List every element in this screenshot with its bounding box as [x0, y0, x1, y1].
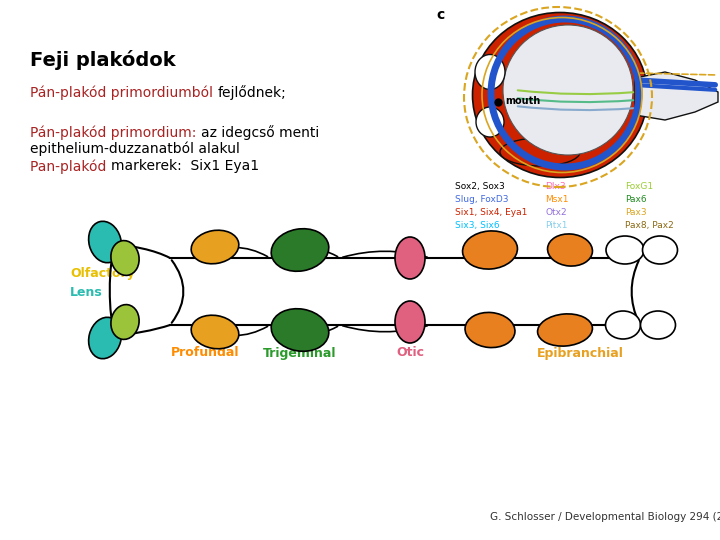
Ellipse shape [503, 25, 633, 155]
Text: Six1, Six4, Eya1: Six1, Six4, Eya1 [455, 208, 527, 217]
Text: c: c [436, 8, 444, 22]
Ellipse shape [89, 318, 122, 359]
Ellipse shape [111, 305, 139, 340]
Text: Pax3: Pax3 [625, 208, 647, 217]
Text: Slug, FoxD3: Slug, FoxD3 [455, 195, 508, 204]
Ellipse shape [472, 12, 647, 178]
Ellipse shape [500, 138, 580, 166]
Ellipse shape [606, 236, 644, 264]
Ellipse shape [465, 313, 515, 348]
Text: Pitx1: Pitx1 [545, 221, 567, 230]
Ellipse shape [642, 236, 678, 264]
Ellipse shape [395, 301, 425, 343]
Text: Trigeminal: Trigeminal [264, 347, 337, 360]
Ellipse shape [547, 234, 593, 266]
Ellipse shape [89, 221, 122, 262]
Text: G. Schlosser / Developmental Biology 294 (2006) 303–351: G. Schlosser / Developmental Biology 294… [490, 512, 720, 522]
Text: Olfactory: Olfactory [70, 267, 135, 280]
Text: Pán-plakód primordiumból: Pán-plakód primordiumból [30, 85, 217, 99]
Text: az idegcső menti: az idegcső menti [201, 125, 319, 140]
Text: epithelium-duzzanatból alakul: epithelium-duzzanatból alakul [30, 142, 240, 157]
Text: FoxG1: FoxG1 [625, 182, 653, 191]
Text: Profundal: Profundal [171, 347, 239, 360]
Text: Otic: Otic [396, 347, 424, 360]
Ellipse shape [476, 107, 504, 137]
Ellipse shape [538, 314, 593, 346]
Text: Sox2, Sox3: Sox2, Sox3 [455, 182, 505, 191]
Text: markerek:  Six1 Eya1: markerek: Six1 Eya1 [111, 159, 259, 173]
Ellipse shape [462, 231, 518, 269]
Ellipse shape [395, 237, 425, 279]
Text: Msx1: Msx1 [545, 195, 569, 204]
Ellipse shape [192, 230, 239, 264]
Text: fejlődnek;: fejlődnek; [217, 85, 286, 100]
Text: Otx2: Otx2 [545, 208, 567, 217]
Ellipse shape [271, 309, 329, 352]
Text: mouth: mouth [505, 96, 540, 106]
Text: Pax6: Pax6 [625, 195, 647, 204]
Ellipse shape [192, 315, 239, 349]
Ellipse shape [271, 229, 329, 271]
Text: Pan-plakód: Pan-plakód [30, 159, 111, 173]
Text: Six3, Six6: Six3, Six6 [455, 221, 500, 230]
Text: Pax8, Pax2: Pax8, Pax2 [625, 221, 674, 230]
Ellipse shape [606, 311, 641, 339]
Polygon shape [635, 72, 718, 120]
Ellipse shape [475, 55, 505, 90]
Ellipse shape [641, 311, 675, 339]
Text: Feji plakódok: Feji plakódok [30, 50, 176, 70]
Text: Lens: Lens [70, 287, 103, 300]
Text: Epibranchial: Epibranchial [536, 347, 624, 360]
Text: Dlx3: Dlx3 [545, 182, 566, 191]
Ellipse shape [111, 241, 139, 275]
Text: Pán-plakód primordium:: Pán-plakód primordium: [30, 125, 201, 139]
